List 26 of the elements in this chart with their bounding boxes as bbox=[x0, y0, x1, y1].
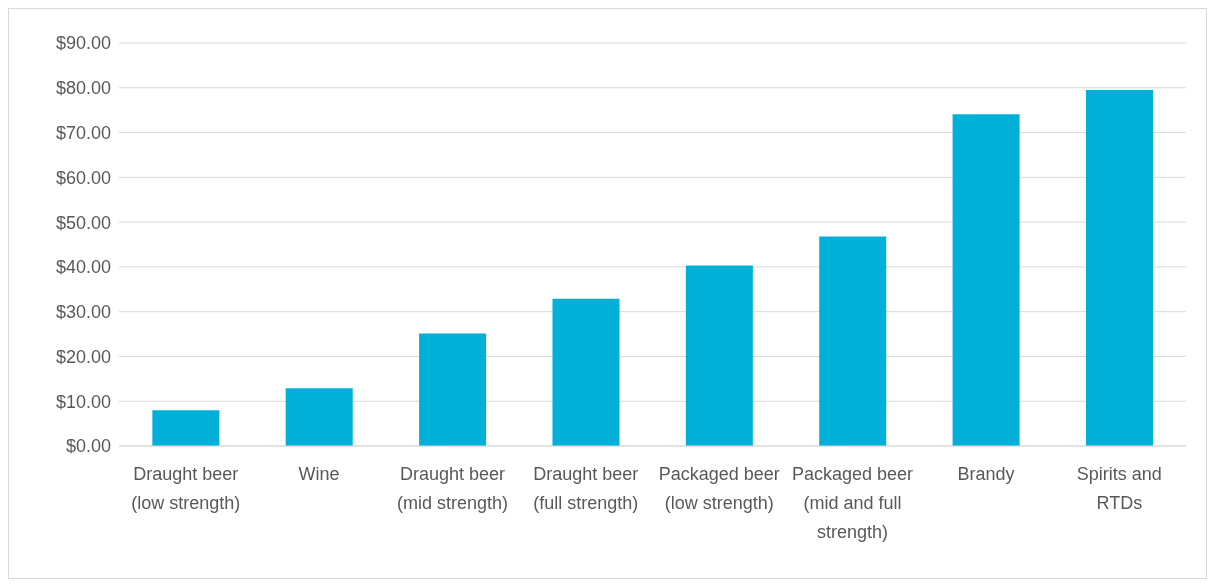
bar bbox=[552, 298, 620, 446]
y-tick-label: $30.00 bbox=[55, 302, 111, 323]
y-tick-label: $20.00 bbox=[55, 346, 111, 367]
bar bbox=[285, 388, 353, 446]
bar bbox=[685, 265, 753, 446]
x-tick-label: Spirits and RTDs bbox=[1076, 464, 1162, 513]
y-tick-label: $70.00 bbox=[55, 122, 111, 143]
x-tick-label: Draught beer (low strength) bbox=[131, 464, 241, 513]
bar bbox=[819, 236, 887, 446]
y-tick-label: $80.00 bbox=[55, 78, 111, 99]
bar bbox=[1085, 90, 1153, 446]
x-tick-label: Draught beer (full strength) bbox=[533, 464, 639, 513]
bar bbox=[419, 333, 487, 446]
x-tick-label: Wine bbox=[298, 464, 340, 484]
x-tick-label: Draught beer (mid strength) bbox=[396, 464, 508, 513]
y-tick-label: $60.00 bbox=[55, 167, 111, 188]
bar bbox=[952, 114, 1020, 446]
y-tick-label: $10.00 bbox=[55, 391, 111, 412]
x-tick-label: Packaged beer (low strength) bbox=[658, 464, 780, 513]
bar bbox=[152, 410, 220, 446]
y-tick-label: $40.00 bbox=[55, 257, 111, 278]
y-tick-label: $90.00 bbox=[55, 33, 111, 54]
y-tick-label: $50.00 bbox=[55, 212, 111, 233]
y-tick-label: $0.00 bbox=[65, 436, 111, 457]
x-tick-label: Brandy bbox=[957, 464, 1015, 484]
x-tick-label: Packaged beer (mid and full strength) bbox=[792, 464, 914, 542]
